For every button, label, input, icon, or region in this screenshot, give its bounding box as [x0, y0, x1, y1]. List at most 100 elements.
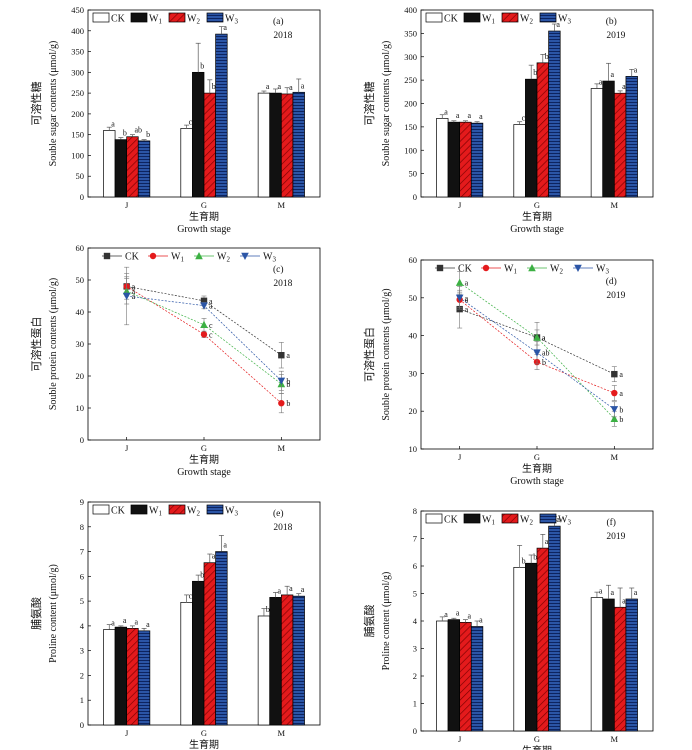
significance-letter: b: [522, 556, 526, 565]
panel-year: 2019: [606, 291, 625, 301]
y-tick-label: 250: [404, 75, 417, 85]
legend-label-ck: CK: [458, 264, 473, 275]
significance-letter: b: [619, 415, 623, 424]
legend-label-ck: CK: [444, 14, 459, 25]
bar-w3: [548, 30, 561, 198]
legend-swatch-w1: [463, 12, 481, 23]
bar-w1: [602, 598, 615, 732]
y-axis-label-cn: 脯氨酸: [362, 605, 376, 638]
legend-marker-w1: [482, 264, 490, 272]
bar-w3: [625, 598, 638, 732]
x-axis-label-cn: 生育期: [189, 738, 219, 750]
x-tick-label: G: [534, 200, 540, 210]
y-axis-label-en: Souble sugar contents (μmol/g): [48, 41, 59, 167]
significance-letter: a: [456, 111, 460, 120]
significance-letter: a: [212, 552, 216, 561]
x-axis-label-en: Growth stage: [177, 224, 231, 235]
significance-letter: c: [209, 321, 213, 330]
legend-swatch-w1: [463, 513, 481, 524]
significance-letter: a: [444, 610, 448, 619]
y-tick-label: 9: [80, 497, 84, 507]
bar-w3: [215, 33, 228, 198]
y-axis-label-en: Proline content (μmol/g): [48, 564, 59, 663]
panel-year: 2018: [273, 523, 292, 533]
significance-letter: a: [634, 65, 638, 74]
bar-ck: [180, 601, 193, 726]
legend: CK W1 W2 W3: [435, 264, 609, 276]
bar-ck: [513, 124, 526, 198]
data-point-ck: [611, 370, 618, 378]
significance-letter: a: [611, 588, 615, 597]
x-tick-label: M: [611, 452, 619, 462]
data-point-w3: [200, 302, 208, 310]
y-tick-label: 2: [413, 671, 417, 681]
bar-ck: [257, 615, 271, 726]
legend-label-w1: W1: [171, 252, 184, 264]
y-axis-label-cn: 可溶性糖: [362, 82, 376, 126]
y-tick-label: 350: [71, 47, 84, 57]
legend-swatch-w3: [206, 504, 224, 515]
significance-letter: c: [209, 330, 213, 339]
significance-letter: a: [223, 541, 227, 550]
legend-swatch-ck: [92, 504, 110, 515]
significance-letter: a: [289, 584, 293, 593]
y-tick-label: 100: [404, 145, 417, 155]
x-axis-label-cn: 生育期: [522, 744, 552, 750]
legend-swatch-w2: [168, 504, 186, 515]
significance-letter: a: [542, 333, 546, 342]
y-tick-label: 1: [413, 699, 417, 709]
legend-label-ck: CK: [444, 515, 459, 526]
significance-letter: a: [634, 588, 638, 597]
bar-w3: [292, 595, 305, 726]
bar-w2: [126, 136, 139, 198]
x-axis-label-en: Growth stage: [510, 224, 564, 235]
significance-letter: a: [301, 81, 305, 90]
significance-letter: a: [465, 279, 469, 288]
legend-label-w1: W1: [482, 14, 495, 26]
y-tick-label: 6: [413, 561, 417, 571]
significance-letter: a: [619, 370, 623, 379]
bar-w2: [126, 628, 139, 726]
x-axis-label-cn: 生育期: [189, 453, 219, 466]
bar-w2: [613, 92, 627, 198]
y-tick-label: 5: [413, 589, 417, 599]
panel-year: 2019: [606, 532, 625, 542]
data-point-w3: [277, 377, 286, 385]
y-tick-label: 40: [409, 331, 418, 341]
panel-label: (e): [273, 508, 284, 519]
legend-label-w1: W1: [482, 515, 495, 527]
bar-ck: [436, 118, 449, 198]
x-tick-label: J: [125, 200, 129, 210]
data-point-w3: [533, 349, 541, 357]
bar-w3: [215, 551, 228, 726]
bar-w3: [470, 122, 484, 198]
y-axis-label-en: Proline content (μmol/g): [381, 572, 392, 671]
bar-w3: [548, 525, 561, 732]
significance-letter: a: [467, 111, 471, 120]
y-axis-label-en: Souble protein contents (μmol/g): [381, 288, 392, 420]
legend-label-w3: W3: [263, 252, 276, 264]
bar-w1: [192, 71, 205, 198]
legend-swatch-ck: [92, 12, 110, 23]
bar-w3: [137, 630, 151, 726]
y-tick-label: 400: [71, 26, 84, 36]
x-tick-label: J: [125, 728, 129, 738]
chart-panel-a: 0 50 100 150 200 250 300 350 400 450 J G M 生育期Growth …: [29, 5, 321, 235]
y-tick-label: 0: [80, 192, 84, 202]
panel-year: 2018: [273, 279, 292, 289]
legend: CK W1 W2 W3: [92, 12, 238, 26]
x-tick-label: J: [125, 443, 129, 453]
significance-letter: a: [479, 112, 483, 121]
y-tick-label: 300: [404, 52, 417, 62]
y-tick-label: 60: [76, 243, 85, 253]
significance-letter: a: [132, 282, 136, 291]
x-tick-label: G: [201, 728, 207, 738]
significance-letter: b: [146, 130, 150, 139]
bar-ck: [513, 567, 526, 732]
significance-letter: a: [134, 617, 138, 626]
y-tick-label: 8: [413, 506, 417, 516]
data-point-w2: [455, 278, 464, 286]
legend-label-w3: W3: [596, 264, 609, 276]
significance-letter: a: [132, 282, 136, 291]
legend-swatch-w1: [130, 12, 148, 23]
